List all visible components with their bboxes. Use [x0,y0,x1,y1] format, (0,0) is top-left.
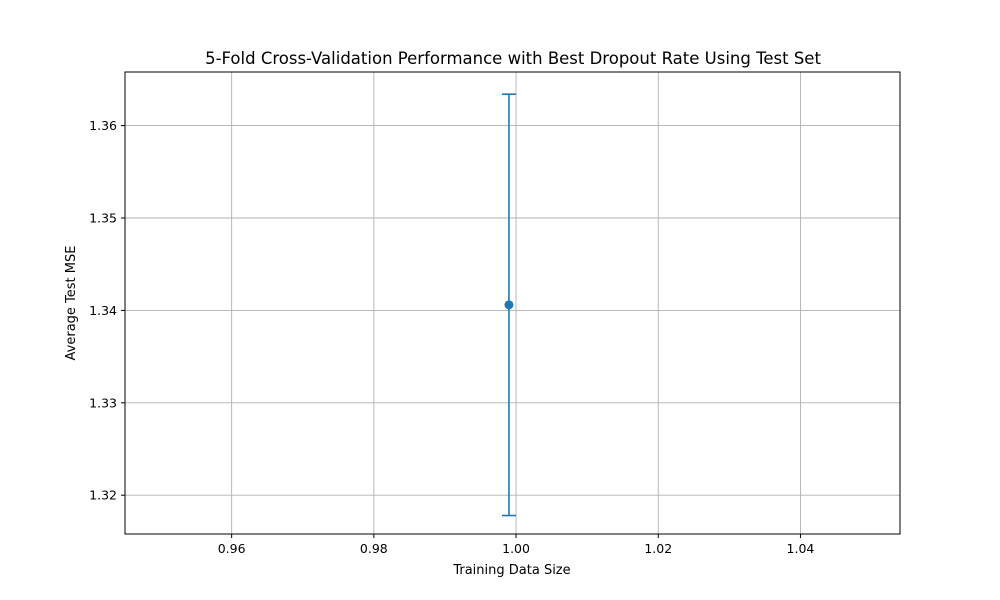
plot-frame [124,71,901,535]
data-marks [501,93,516,517]
y-axis-label: Average Test MSE [64,246,79,361]
y-tick-label: 1.36 [89,118,117,133]
x-tick-label: 0.98 [360,541,388,556]
y-tick-label: 1.35 [89,210,117,225]
x-tick-label: 0.96 [218,541,246,556]
y-tick-label: 1.32 [89,488,117,503]
y-tick-label: 1.33 [89,395,117,410]
axis-ticks: 0.96 0.98 1.00 1.02 1.04 1.32 1.33 1.34 1.35 1.36 [89,118,814,556]
data-point [504,300,514,310]
x-tick-label: 1.00 [502,541,530,556]
grid-lines [125,72,900,534]
x-tick-label: 1.02 [644,541,672,556]
y-tick-label: 1.34 [89,303,117,318]
chart-title: 5-Fold Cross-Validation Performance with… [205,49,821,68]
x-tick-label: 1.04 [787,541,815,556]
x-axis-label: Training Data Size [452,563,570,578]
